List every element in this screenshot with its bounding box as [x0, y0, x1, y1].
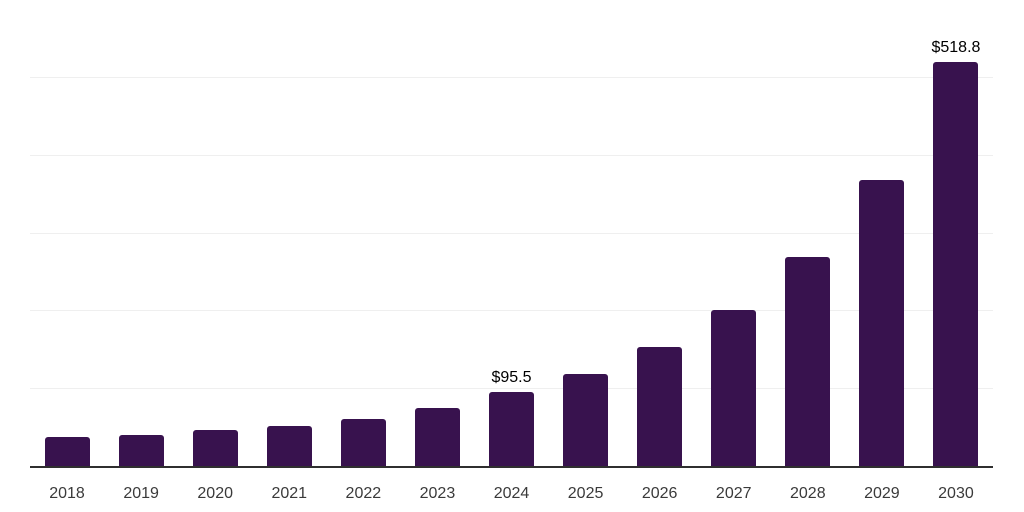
x-tick-2028: 2028 — [790, 485, 826, 502]
gridline — [30, 310, 993, 312]
bar-2026 — [637, 346, 683, 466]
x-tick-2029: 2029 — [864, 485, 900, 502]
gridline — [30, 388, 993, 390]
bar-2028 — [785, 256, 831, 466]
gridline — [30, 154, 993, 156]
x-tick-2023: 2023 — [419, 485, 456, 502]
bar-2021 — [266, 425, 312, 466]
bar-2018 — [44, 436, 90, 466]
bar-2030 — [933, 62, 979, 466]
x-tick-2018: 2018 — [49, 485, 85, 502]
x-tick-2025: 2025 — [567, 485, 604, 502]
x-tick-2019: 2019 — [123, 485, 159, 502]
bar-2023 — [414, 408, 460, 466]
x-tick-2021: 2021 — [271, 485, 308, 502]
x-axis-labels: 2018 2019 2020 2021 2022 2023 2024 2025 2026 2027… — [30, 484, 993, 508]
gridline — [30, 76, 993, 78]
data-label-2024: $95.5 — [491, 368, 532, 386]
plot-area: $95.5 $518.8 — [30, 1, 993, 468]
bar-2025 — [563, 373, 609, 466]
bar-2022 — [340, 418, 386, 466]
bar-2024 — [489, 391, 534, 466]
x-tick-2020: 2020 — [197, 485, 233, 502]
bar-2019 — [118, 434, 164, 466]
data-label-2030: $518.8 — [931, 39, 981, 57]
bar-2020 — [192, 430, 238, 466]
x-tick-2024: 2024 — [493, 485, 530, 502]
x-tick-2030: 2030 — [938, 485, 974, 502]
x-tick-2026: 2026 — [641, 485, 678, 502]
x-tick-2027: 2027 — [715, 485, 752, 502]
bar-2029 — [859, 179, 905, 466]
x-tick-2022: 2022 — [345, 485, 382, 502]
bar-2027 — [711, 309, 757, 466]
gridline — [30, 232, 993, 234]
